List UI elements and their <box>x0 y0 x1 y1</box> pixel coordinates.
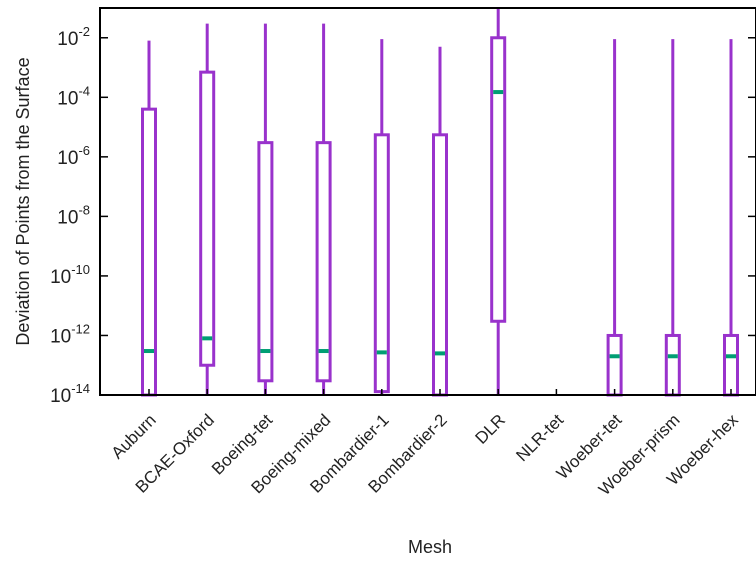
box-boeing-tet <box>257 141 274 383</box>
y-tick-label: 10-8 <box>57 202 90 228</box>
box-dlr <box>490 36 507 323</box>
x-axis-tick-labels: AuburnBCAE-OxfordBoeing-tetBoeing-mixedB… <box>108 410 743 499</box>
box-plot-marks <box>141 8 739 397</box>
y-tick-label: 10-10 <box>50 262 90 288</box>
box-bombardier-2 <box>432 133 448 397</box>
y-axis-tick-labels: 10-14 10-12 10-10 10-8 10-6 10-4 10-2 <box>50 24 90 407</box>
y-tick-label: 10-2 <box>57 24 90 50</box>
box-woeber-prism <box>664 333 681 397</box>
x-tick-label: Auburn <box>108 410 160 462</box>
y-axis-ticks <box>100 37 756 396</box>
y-tick-label: 10-6 <box>57 143 90 169</box>
y-tick-label: 10-4 <box>57 83 90 109</box>
x-axis-label: Mesh <box>408 537 452 557</box>
box-woeber-tet <box>606 333 623 397</box>
x-tick-label: DLR <box>472 410 509 447</box>
y-tick-label: 10-12 <box>50 321 90 347</box>
box-boeing-mixed <box>315 141 332 383</box>
y-axis-label: Deviation of Points from the Surface <box>13 57 33 345</box>
x-tick-label: NLR-tet <box>512 410 567 465</box>
box-woeber-hex <box>723 333 739 397</box>
box-bcae-oxford <box>199 70 216 367</box>
y-tick-label: 10-14 <box>50 381 90 407</box>
plot-frame <box>99 7 756 396</box>
